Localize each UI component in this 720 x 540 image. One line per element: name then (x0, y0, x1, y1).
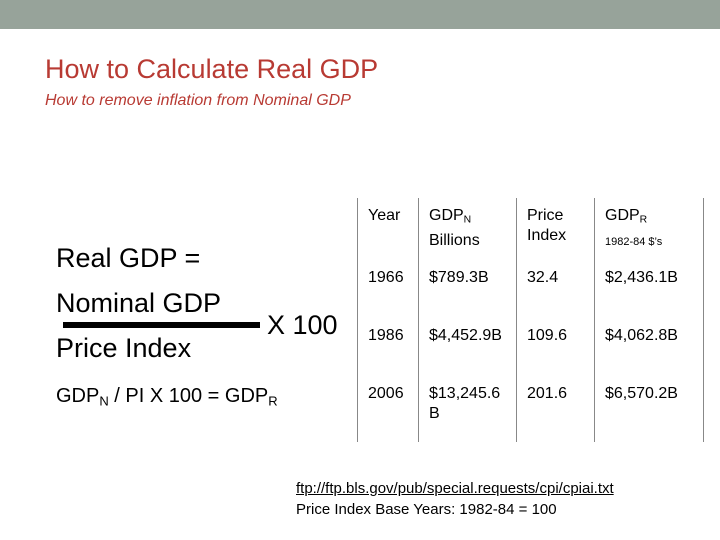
slide-title: How to Calculate Real GDP (45, 54, 379, 84)
cell-price-index: 32.4 (516, 259, 595, 318)
formula-numerator: Nominal GDP (56, 288, 222, 318)
cell-year: 2006 (357, 375, 419, 442)
base-years-note: Price Index Base Years: 1982-84 = 100 (296, 501, 557, 518)
top-bar (0, 0, 720, 29)
cell-year: 1986 (357, 317, 419, 376)
header-gdpn-label: GDP (429, 207, 464, 224)
table-row: 2006 $13,245.6 B 201.6 $6,570.2B (357, 375, 704, 442)
table-row: 1986 $4,452.9B 109.6 $4,062.8B (357, 317, 704, 376)
fraction-bar (63, 322, 260, 328)
shorthand-equation: GDPN / PI X 100 = GDPR (56, 385, 278, 408)
cell-gdpn: $789.3B (418, 259, 517, 318)
header-gdpr: GDPR 1982-84 $’s (594, 198, 704, 260)
header-gdpr-sub: R (639, 214, 648, 226)
gdp-table: Year GDPN Billions Price Index GDPR 1982-84… (357, 198, 704, 442)
cell-gdpn: $4,452.9B (418, 317, 517, 376)
eq-gdp-n: GDP (56, 385, 100, 407)
cell-price-index: 201.6 (516, 375, 595, 442)
slide-subtitle: How to remove inflation from Nominal GDP (45, 92, 351, 109)
cell-price-index: 109.6 (516, 317, 595, 376)
source-link[interactable]: ftp://ftp.bls.gov/pub/special.requests/c… (296, 480, 614, 497)
eq-sub-n: N (99, 393, 109, 409)
table-header-row: Year GDPN Billions Price Index GDPR 1982-84… (357, 198, 704, 260)
cell-gdpr: $6,570.2B (594, 375, 704, 442)
header-gdpn: GDPN Billions (418, 198, 517, 260)
header-price-index: Price Index (516, 198, 595, 260)
header-pi-line2: Index (527, 227, 567, 244)
cell-gdpr: $4,062.8B (594, 317, 704, 376)
header-gdpr-unit: 1982-84 $’s (605, 235, 663, 248)
header-gdpr-label: GDP (605, 207, 640, 224)
formula-multiplier: X 100 (267, 310, 338, 340)
formula-line-real-gdp: Real GDP = (56, 243, 201, 273)
cell-gdpr: $2,436.1B (594, 259, 704, 318)
header-gdpn-unit: Billions (429, 231, 480, 249)
header-year: Year (357, 198, 419, 260)
cell-gdpn: $13,245.6 B (418, 375, 517, 442)
cell-year: 1966 (357, 259, 419, 318)
table-row: 1966 $789.3B 32.4 $2,436.1B (357, 259, 704, 318)
header-pi-line1: Price (527, 207, 564, 224)
formula-denominator: Price Index (56, 333, 192, 363)
eq-middle: / PI X 100 = GDP (108, 385, 269, 407)
header-gdpn-sub: N (463, 214, 472, 226)
eq-sub-r: R (268, 393, 278, 409)
